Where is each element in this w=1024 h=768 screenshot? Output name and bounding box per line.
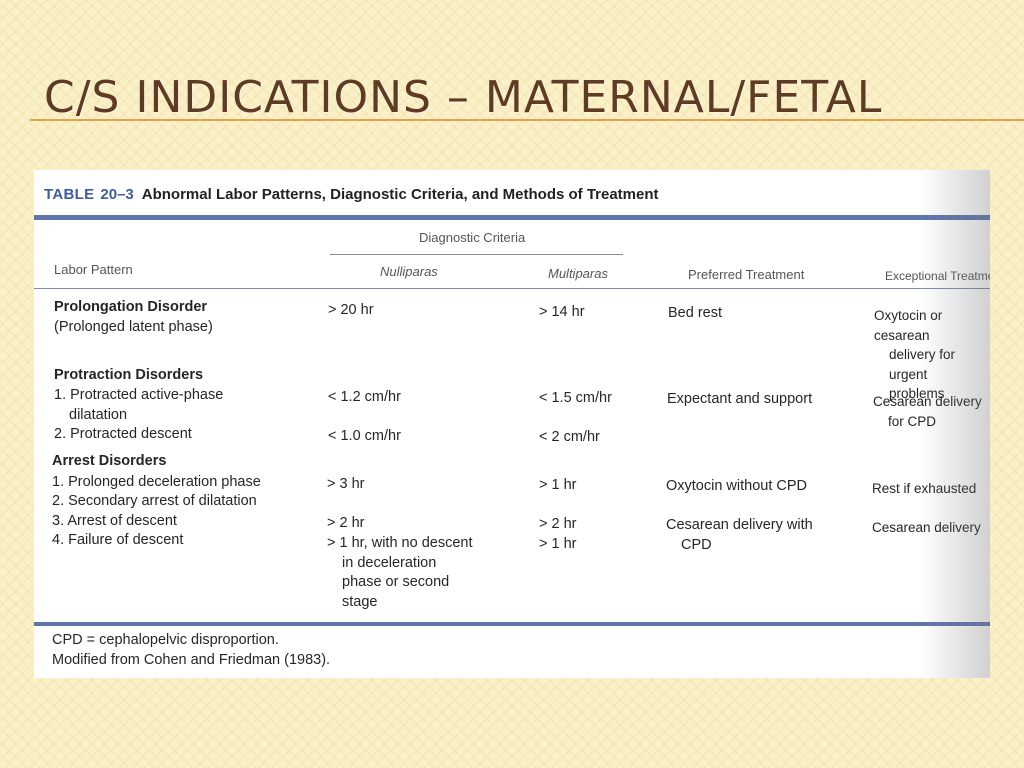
protraction-multi-2: < 2 cm/hr [539, 429, 600, 445]
page-gutter-shadow [920, 170, 990, 678]
header-rule-bottom [34, 288, 990, 289]
table-caption: Abnormal Labor Patterns, Diagnostic Crit… [141, 186, 659, 203]
table-number: 20–3 [100, 186, 134, 203]
arrest-item-1: 1. Prolonged deceleration phase [52, 474, 261, 490]
header-nulliparas: Nulliparas [380, 264, 438, 279]
arrest-nulli-2: > 2 hr [327, 515, 365, 531]
protraction-preferred: Expectant and support [667, 391, 813, 407]
table-label: TABLE [44, 186, 95, 203]
title-underline [30, 119, 1024, 121]
prolongation-multi: > 14 hr [539, 304, 585, 320]
arrest-item-2: 2. Secondary arrest of dilatation [52, 493, 257, 509]
protraction-title: Protraction Disorders [54, 367, 204, 383]
header-exceptional-treatment: Exceptional Treatment [885, 269, 990, 283]
header-diagnostic-criteria: Diagnostic Criteria [419, 230, 526, 245]
footer-rule [34, 622, 990, 626]
arrest-item-3: 3. Arrest of descent [52, 513, 177, 529]
header-labor-pattern: Labor Pattern [54, 262, 133, 277]
arrest-item-4: 4. Failure of descent [52, 532, 184, 548]
arrest-multi-2: > 2 hr [539, 516, 577, 532]
protraction-nulli-2: < 1.0 cm/hr [328, 428, 401, 444]
arrest-preferred-1: Oxytocin without CPD [666, 478, 808, 494]
protraction-item-1: 1. Protracted active-phase dilatation [54, 387, 224, 423]
prolongation-nulli: > 20 hr [328, 302, 374, 318]
protraction-item-2: 2. Protracted descent [54, 426, 192, 442]
prolongation-title: Prolongation Disorder [54, 299, 208, 315]
prolongation-preferred: Bed rest [668, 305, 722, 321]
arrest-nulli-3: > 1 hr, with no descent in deceleration … [327, 535, 473, 610]
prolongation-exceptional: Oxytocin or cesarean delivery for urgent… [874, 308, 955, 401]
arrest-multi-3: > 1 hr [539, 536, 577, 552]
header-rule-top [34, 215, 990, 220]
table-heading: TABLE 20–3 Abnormal Labor Patterns, Diagno… [44, 186, 659, 203]
arrest-nulli-1: > 3 hr [327, 476, 365, 492]
header-multiparas: Multiparas [548, 266, 608, 281]
table-footnotes: CPD = cephalopelvic disproportion. Modif… [52, 632, 331, 668]
arrest-exceptional-1: Rest if exhausted [872, 481, 976, 496]
protraction-nulli-1: < 1.2 cm/hr [328, 389, 401, 405]
table-image: TABLE 20–3 Abnormal Labor Patterns, Diagno… [34, 170, 990, 678]
protraction-exceptional: Cesarean delivery for CPD [873, 394, 982, 429]
diagnostic-criteria-rule [330, 254, 623, 255]
prolongation-subtitle: (Prolonged latent phase) [54, 319, 213, 335]
protraction-multi-1: < 1.5 cm/hr [539, 390, 612, 406]
arrest-title: Arrest Disorders [52, 453, 167, 469]
header-preferred-treatment: Preferred Treatment [688, 267, 805, 282]
slide-title: C/S indications – Maternal/Fetal [44, 72, 883, 123]
arrest-multi-1: > 1 hr [539, 477, 577, 493]
arrest-preferred-2: Cesarean delivery with CPD [666, 517, 813, 553]
arrest-exceptional-2: Cesarean delivery [872, 520, 981, 535]
